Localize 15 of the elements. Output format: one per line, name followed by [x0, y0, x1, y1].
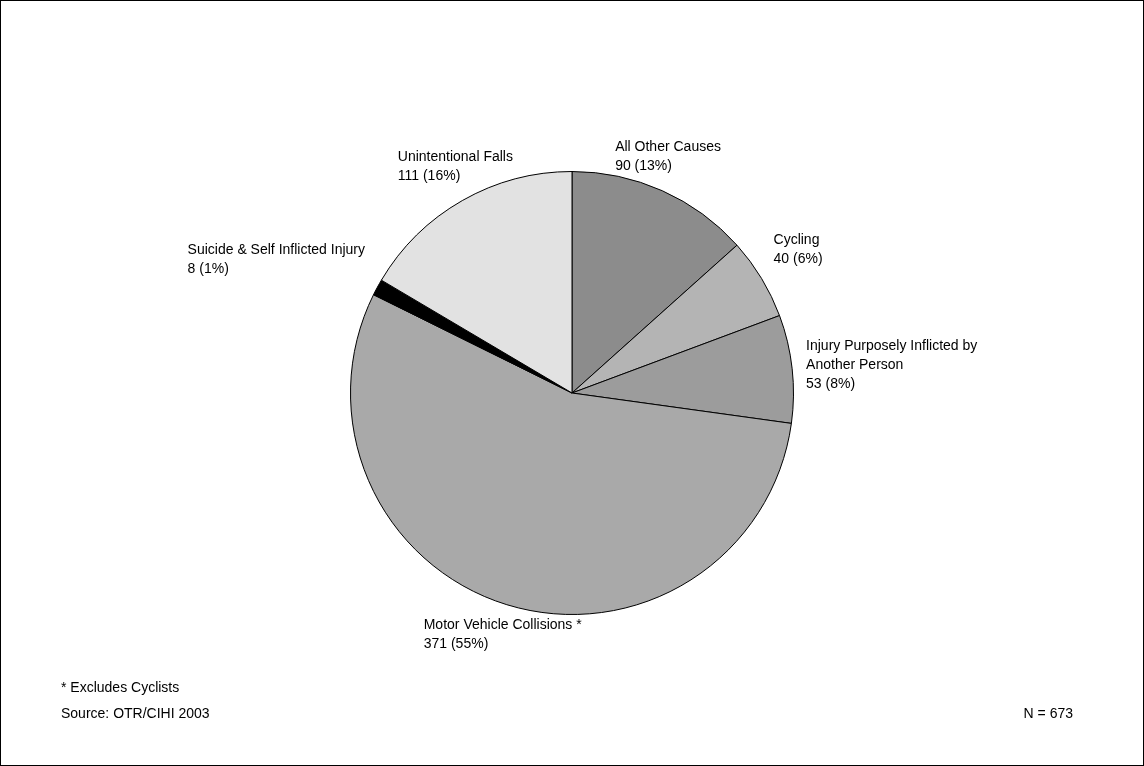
data-label: 90 (13%) [615, 156, 672, 173]
data-label: 371 (55%) [423, 634, 489, 651]
slice-label: Unintentional Falls [397, 148, 513, 165]
data-label: 8 (1%) [187, 259, 229, 276]
slice-label: Motor Vehicle Collisions * [423, 615, 583, 632]
slice-label: All Other Causes [615, 137, 721, 154]
text: * Excludes Cyclists [61, 678, 180, 695]
slice-label: Cycling [773, 231, 820, 248]
data-label: 111 (16%) [397, 167, 461, 184]
source-note: Source: OTR/CIHI 2003 [61, 704, 210, 721]
data-label: 40 (6%) [773, 250, 823, 267]
slice-label: Injury Purposely Inflicted by Another Person [806, 336, 978, 372]
data-label: 53 (8%) [806, 374, 856, 391]
slice-label: Suicide & Self Inflicted Injury [187, 240, 366, 257]
text: N = 673 [1023, 704, 1074, 721]
